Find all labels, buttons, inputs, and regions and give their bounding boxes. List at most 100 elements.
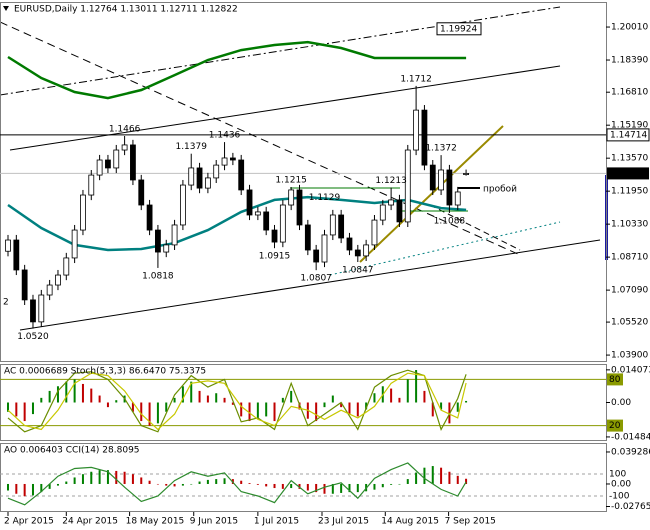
histogram-bar bbox=[448, 471, 451, 484]
trend-lines bbox=[0, 6, 601, 331]
price-annotation: 1.1436 bbox=[209, 131, 241, 141]
histogram-bar bbox=[215, 479, 218, 484]
price-annotation: 1.1712 bbox=[400, 74, 432, 84]
candle-body bbox=[30, 299, 36, 323]
histogram-bar bbox=[73, 477, 76, 484]
candle-body bbox=[146, 204, 153, 231]
histogram-bar bbox=[240, 480, 243, 484]
y-tick-label: 1.20010 bbox=[611, 23, 648, 33]
histogram-bar bbox=[431, 402, 434, 417]
candle-body bbox=[171, 224, 178, 246]
histogram-bar bbox=[173, 397, 176, 403]
histogram-bar bbox=[390, 483, 393, 485]
histogram-bar bbox=[356, 402, 359, 417]
candle-body bbox=[63, 257, 70, 276]
histogram-bar bbox=[156, 402, 159, 424]
y-tick-label: 0.039286 bbox=[611, 447, 650, 457]
candle-body bbox=[388, 199, 395, 206]
histogram-bar bbox=[190, 483, 193, 485]
histogram-bar bbox=[140, 477, 143, 484]
y-tick-label: 1.08710 bbox=[611, 253, 648, 263]
histogram-bar bbox=[398, 483, 401, 485]
histogram-bar bbox=[281, 483, 284, 489]
candle-body bbox=[254, 211, 261, 216]
histogram-bar bbox=[315, 402, 318, 422]
histogram-bar bbox=[373, 483, 376, 490]
panel-header: AO 0.006403 CCI(14) 28.8095 bbox=[4, 446, 140, 456]
histogram-bar bbox=[23, 483, 26, 497]
histogram-bar bbox=[56, 483, 59, 486]
candle-body bbox=[271, 229, 278, 243]
x-tick-label: 1 Jul 2015 bbox=[254, 517, 299, 527]
price-annotation: 1.1129 bbox=[309, 193, 341, 203]
histogram-bar bbox=[131, 474, 134, 484]
histogram-bar bbox=[340, 483, 343, 493]
histogram-bar bbox=[281, 397, 284, 403]
histogram-bar bbox=[256, 483, 259, 485]
callout-label: 1.19924 bbox=[440, 24, 477, 34]
histogram-bar bbox=[48, 483, 51, 489]
menu-arrow bbox=[3, 6, 9, 11]
y2-tick-label: 100 bbox=[609, 470, 626, 480]
candle-body bbox=[379, 204, 386, 221]
histogram-bar bbox=[40, 483, 43, 493]
histogram-bar bbox=[323, 402, 326, 408]
histogram-bar bbox=[256, 402, 259, 419]
x-tick-label: 24 Apr 2015 bbox=[62, 517, 118, 527]
histogram-bar bbox=[265, 483, 268, 487]
histogram-bar bbox=[181, 483, 184, 486]
callout-box bbox=[436, 22, 482, 36]
histogram-bar bbox=[98, 470, 101, 484]
histogram-bar bbox=[406, 479, 409, 484]
histogram-bar bbox=[290, 390, 293, 403]
candle-body bbox=[196, 167, 203, 189]
histogram-bar bbox=[198, 481, 201, 484]
x-tick-label: 9 Jun 2015 bbox=[190, 517, 238, 527]
candle-body bbox=[396, 199, 403, 223]
candle-body bbox=[221, 157, 228, 166]
histogram-bar bbox=[465, 478, 468, 484]
price-label: 1.12822 bbox=[610, 169, 647, 179]
histogram-bar bbox=[106, 470, 109, 484]
candle-body bbox=[338, 214, 345, 239]
candle-body bbox=[5, 239, 11, 252]
y-tick-label: 1.11950 bbox=[611, 187, 648, 197]
histogram-bar bbox=[6, 402, 9, 412]
histogram-bar bbox=[148, 402, 151, 426]
price-annotation: 1.1215 bbox=[275, 176, 307, 186]
histogram-bar bbox=[165, 402, 168, 412]
x-tick-label: 2 Apr 2015 bbox=[4, 517, 54, 527]
histogram-bar bbox=[98, 395, 101, 403]
candle-body bbox=[438, 169, 444, 191]
candle-body bbox=[213, 164, 220, 179]
candle-body bbox=[138, 179, 145, 206]
histogram-bar bbox=[348, 483, 351, 493]
price-annotation: 1.1379 bbox=[175, 142, 207, 152]
histogram-bar bbox=[240, 402, 243, 417]
y-tick-label: 1.16810 bbox=[611, 88, 648, 98]
candle-body bbox=[429, 164, 436, 191]
histogram-bar bbox=[415, 472, 418, 484]
price-annotation: 1.0818 bbox=[142, 271, 174, 281]
candle-body bbox=[13, 239, 20, 271]
side-text: 2 bbox=[3, 298, 9, 308]
candle-body bbox=[288, 189, 295, 206]
histogram-bar bbox=[115, 470, 118, 484]
y-tick-label: 1.07090 bbox=[611, 286, 648, 296]
histogram-bar bbox=[56, 386, 59, 403]
histogram-bar bbox=[340, 402, 343, 408]
histogram-bar bbox=[23, 402, 26, 422]
histogram-bar bbox=[365, 402, 368, 410]
price-annotation: 1.0807 bbox=[300, 274, 332, 284]
histogram-bar bbox=[181, 386, 184, 403]
trend-line bbox=[429, 204, 521, 251]
y-tick-label: -0.014846 bbox=[611, 432, 650, 442]
histogram-bar bbox=[248, 402, 251, 422]
histogram-bar bbox=[248, 483, 251, 484]
price-annotation: 1.1088 bbox=[434, 216, 466, 226]
candle-body bbox=[404, 149, 411, 223]
histogram-bar bbox=[456, 475, 459, 484]
